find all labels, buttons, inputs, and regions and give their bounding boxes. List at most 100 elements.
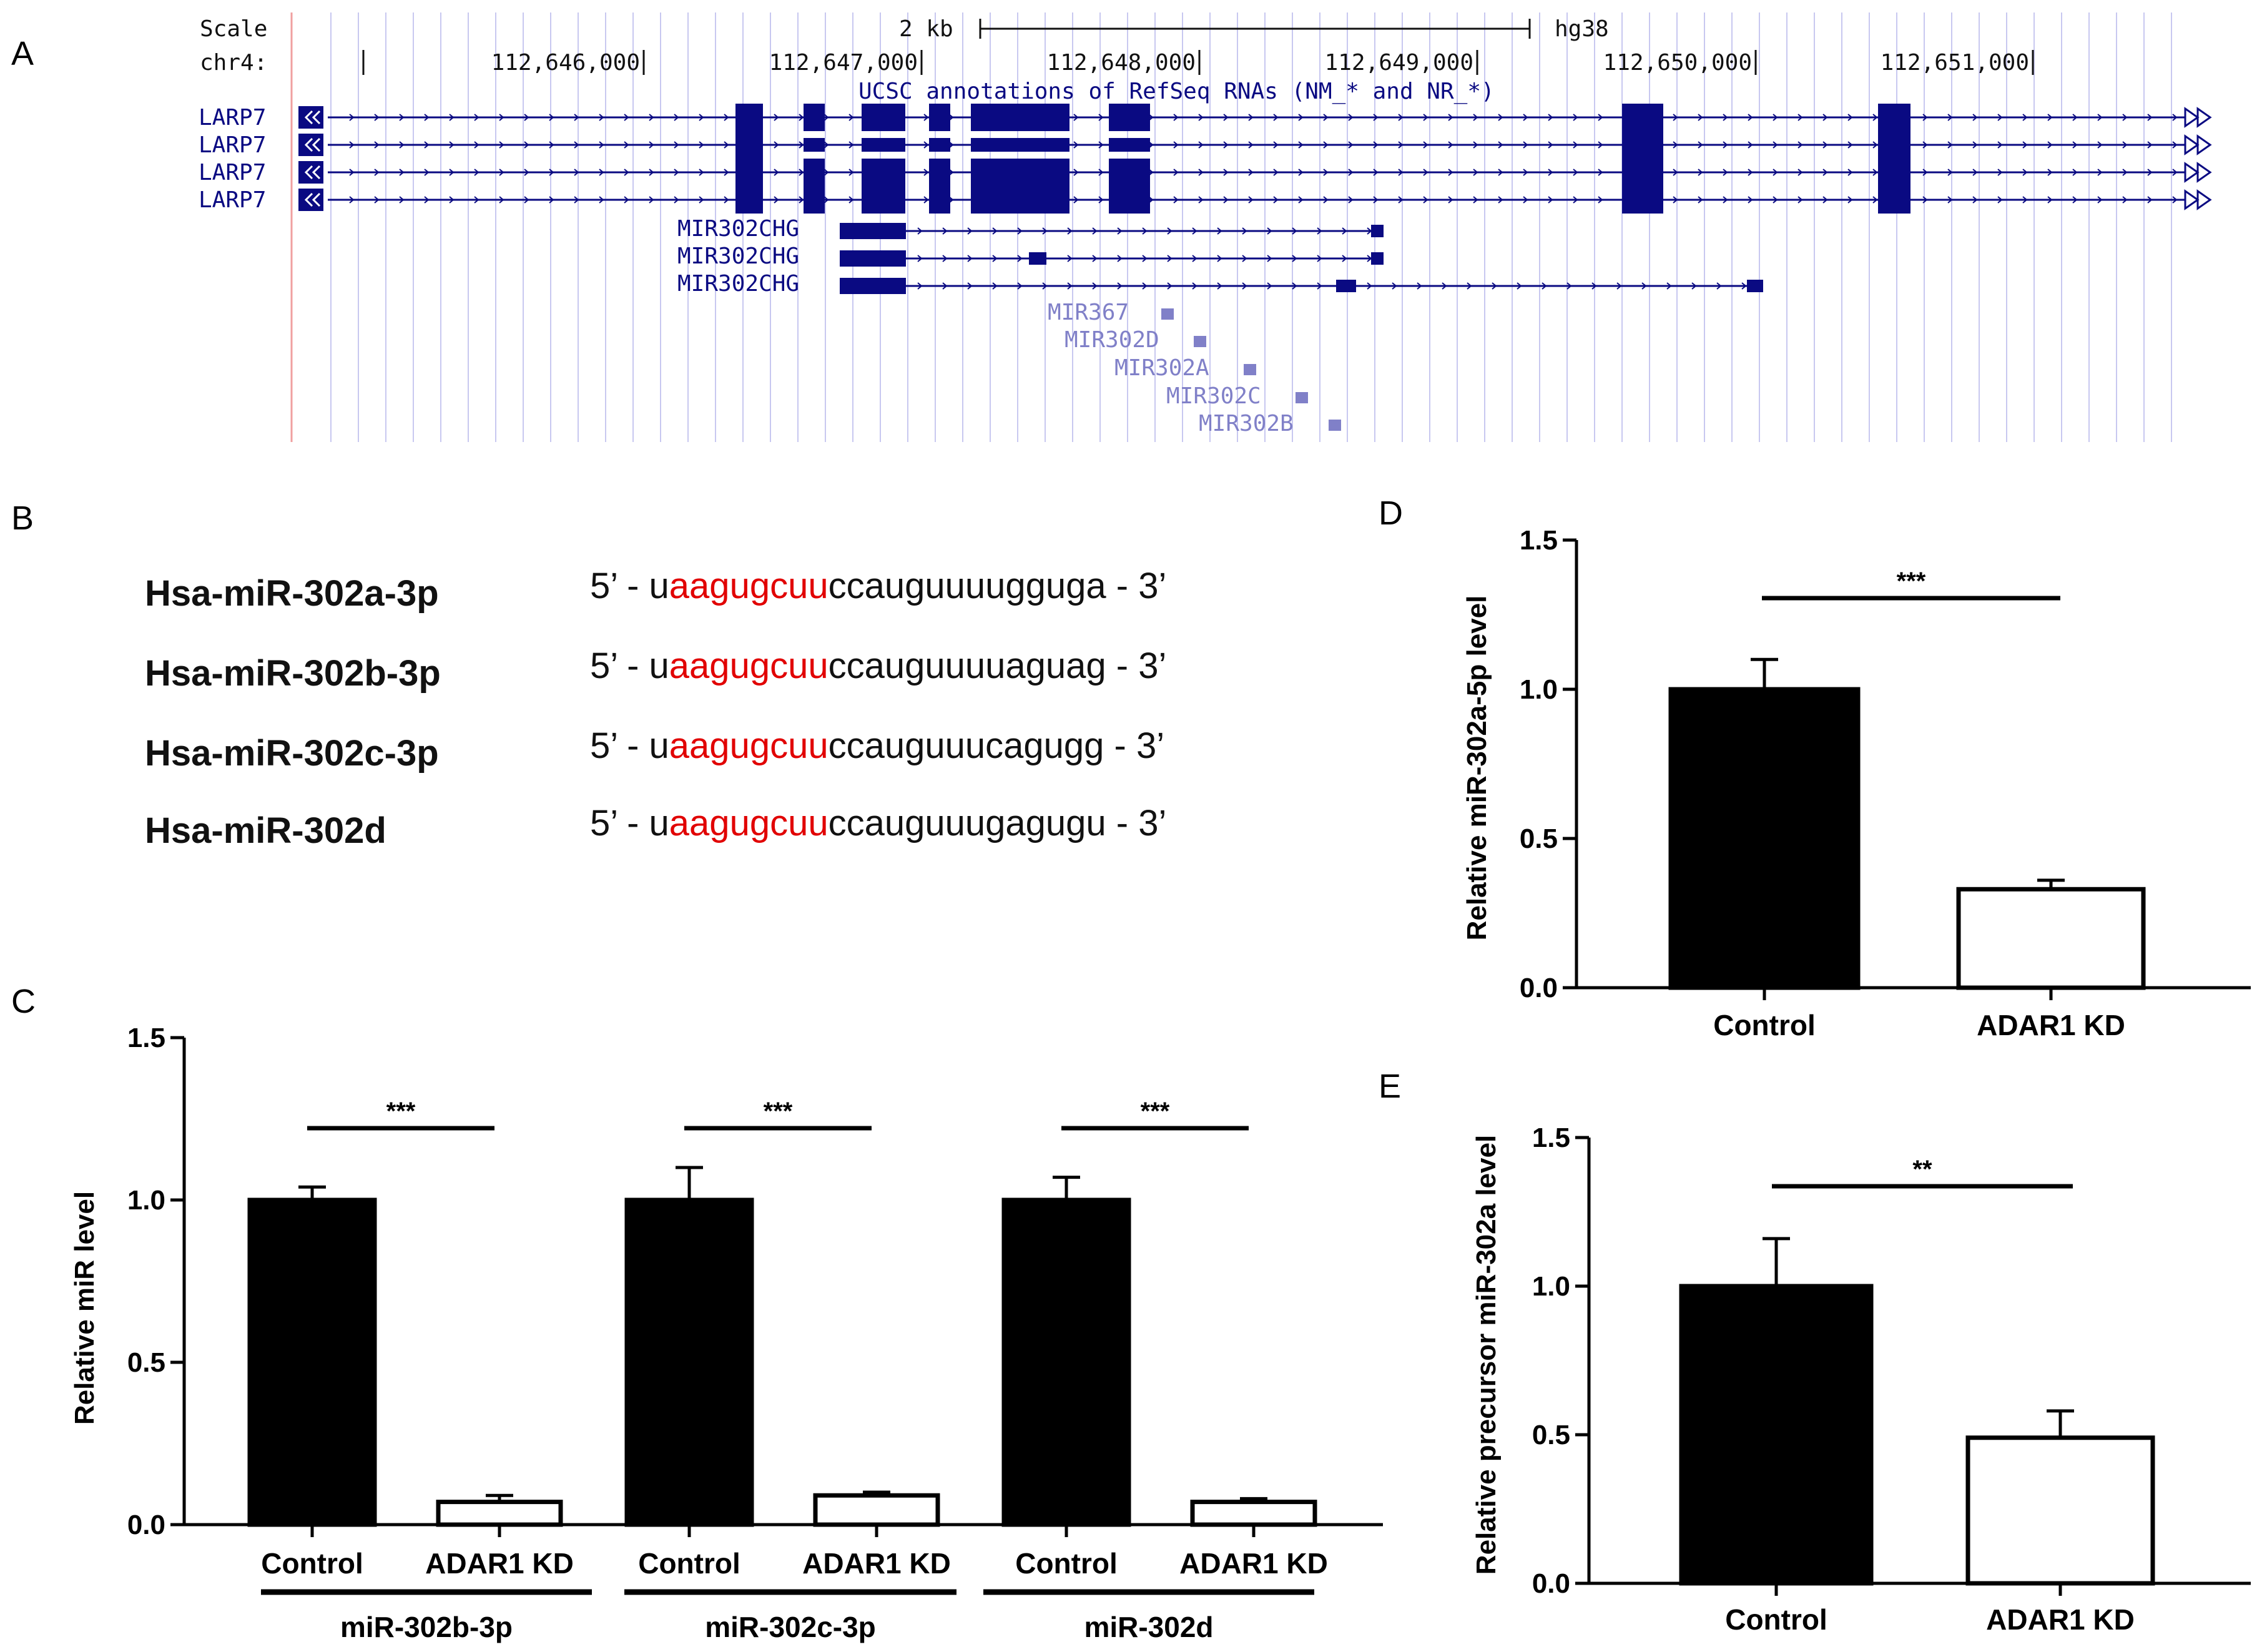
larp7-label-1: LARP7 [199,105,266,130]
strand-arrow [1822,141,1828,149]
mir302chg-transcript [840,223,1384,239]
strand-arrow [917,282,923,290]
strand-arrow [1398,196,1404,204]
strand-arrow [1323,169,1329,176]
strand-arrow [1797,169,1803,176]
strand-arrow [2072,114,2078,121]
strand-arrow [1073,196,1079,204]
chart-c: 0.0 0.5 1.0 1.5 Control ADAR1 KD *** miR-302b-3… [127,1023,1383,1643]
panel-letter-d: D [1379,494,1403,532]
strand-arrow [399,141,405,149]
strand-arrow [499,169,504,176]
strand-arrow [1117,227,1123,235]
strand-arrow [474,114,479,121]
strand-arrow [1298,114,1304,121]
strand-arrow [674,196,679,204]
strand-arrow [1173,169,1179,176]
strand-arrow [1847,169,1853,176]
strand-arrow [799,169,804,176]
strand-arrow [2147,196,2153,204]
chart-c-significance-label: *** [764,1098,793,1125]
panel-e: E Relative precursor miR-302a level 0.00… [1379,1068,2251,1636]
strand-arrow [1348,196,1354,204]
sequence-row-4: Hsa-miR-302d 5’ - uaagugcuuccauguuugagug… [145,803,1166,851]
strand-arrow [848,114,854,121]
exon-block [1371,225,1384,237]
strand-arrow [374,114,380,121]
strand-arrow [824,141,829,149]
chg-label-1: MIR302CHG [677,216,799,242]
strand-arrow [923,169,929,176]
panel-a: A Scale 2 kb hg38 chr4: 112,646,000 112,6… [11,12,2212,442]
strand-arrow [1473,141,1478,149]
strand-arrow [1922,196,1928,204]
strand-arrow [2172,196,2178,204]
chart-c-bar [436,1500,563,1527]
panel-letter-e: E [1379,1068,1401,1105]
strand-arrow [2097,169,2103,176]
strand-arrow [942,227,948,235]
larp7-transcript [298,104,2212,131]
utr-block [298,106,323,129]
strand-arrow [1248,114,1254,121]
chart-e-bar [1679,1284,1874,1586]
strand-arrow [1523,196,1528,204]
strand-arrow [1267,255,1272,262]
browser-grid-lines [330,12,2172,442]
strand-arrow [1017,227,1023,235]
strand-arrow [549,196,554,204]
chart-e-x-tick-label: ADAR1 KD [1986,1603,2135,1636]
strand-arrow [1922,141,1928,149]
strand-arrow [599,196,604,204]
strand-arrow [1392,282,1397,290]
chart-d-x-tick-label: Control [1713,1009,1816,1041]
strand-arrow [599,114,604,121]
chart-c-y-tick-label: 1.5 [127,1023,165,1053]
strand-arrow [824,114,829,121]
mirna-block-mir302a [1244,364,1256,375]
exon-block [1371,252,1384,265]
strand-arrow [1423,141,1429,149]
strand-arrow [1298,141,1304,149]
strand-arrow [1548,169,1553,176]
strand-arrow [1548,114,1553,121]
chart-e-y-tick-label: 1.5 [1532,1123,1570,1153]
strand-arrow [2047,169,2053,176]
strand-arrow [1748,114,1753,121]
strand-arrow [1748,169,1753,176]
chart-c-y-tick-label: 0.0 [127,1510,165,1540]
chrom-position-label: 112,648,000 [1047,50,1196,76]
mir302chg-transcript [840,278,1763,294]
chart-c-significance-label: *** [1141,1098,1170,1125]
scale-value: 2 kb [899,16,953,42]
strand-arrow [1167,282,1173,290]
sequence-prefix: 5’ - u [590,803,669,843]
chart-c-bar [813,1493,940,1527]
strand-arrow [1373,141,1379,149]
chart-d-bar [1668,687,1861,990]
strand-arrow [1098,196,1104,204]
strand-arrow [1298,169,1304,176]
chrom-position-label: 112,649,000 [1325,50,1473,76]
strand-arrow [349,196,355,204]
strand-arrow [1173,114,1179,121]
chart-d-significance-label: *** [1897,568,1926,595]
strand-arrow [499,141,504,149]
strand-arrow [1997,169,2003,176]
strand-arrow [574,114,579,121]
strand-arrow [774,114,779,121]
exon-block [1109,104,1150,131]
strand-arrow [524,114,529,121]
strand-arrow [824,169,829,176]
chart-c-group: Control ADAR1 KD *** miR-302d [983,1098,1328,1643]
strand-arrow [2172,169,2178,176]
strand-arrow [624,196,629,204]
strand-arrow [1822,196,1828,204]
strand-arrow [649,169,654,176]
strand-arrow [1073,114,1079,121]
track-title: UCSC annotations of RefSeq RNAs (NM_* an… [858,79,1495,104]
sequence-name: Hsa-miR-302c-3p [145,733,439,774]
strand-arrow [1467,282,1472,290]
utr-block [298,189,323,211]
exon-block [1622,131,1663,159]
